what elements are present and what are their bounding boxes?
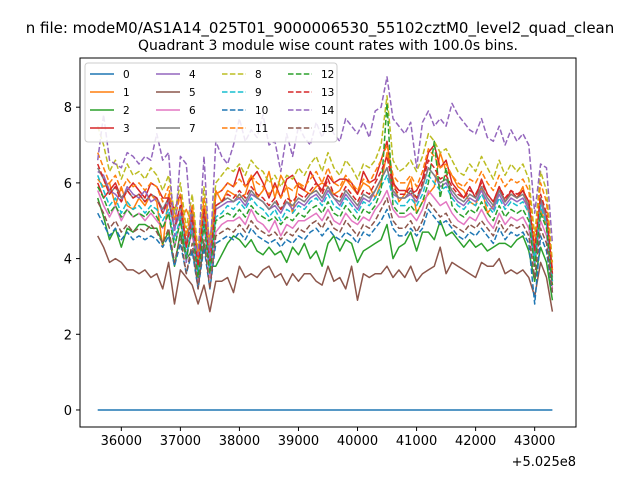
x-tick-label: 37000: [160, 434, 201, 449]
legend-label-4: 4: [189, 69, 196, 81]
legend-label-8: 8: [255, 69, 262, 81]
x-tick-label: 40000: [337, 434, 378, 449]
x-axis: 36000 37000 38000 39000 40000 41000 42000 43000: [101, 427, 555, 449]
plot-frame: [79, 57, 577, 428]
series-line-14: [96, 76, 554, 260]
series-line-7: [97, 167, 554, 278]
x-tick-label: 41000: [396, 434, 437, 449]
series-line-15: [97, 197, 554, 293]
y-tick-label: 2: [64, 328, 72, 343]
series-line-8: [96, 95, 554, 263]
legend-label-10: 10: [255, 105, 268, 117]
legend-label-12: 12: [321, 69, 334, 81]
series-line-9: [97, 174, 554, 282]
x-tick-label: 39000: [278, 434, 319, 449]
chart-title: Quadrant 3 module wise count rates with …: [138, 38, 518, 54]
x-tick-label: 43000: [514, 434, 555, 449]
legend-label-3: 3: [123, 123, 130, 135]
legend-label-6: 6: [189, 105, 196, 117]
legend-label-14: 14: [321, 105, 335, 117]
legend-frame: [84, 62, 338, 143]
legend-label-11: 11: [255, 123, 268, 135]
series-line-10: [97, 208, 554, 305]
legend-label-9: 9: [255, 87, 262, 99]
legend-label-13: 13: [321, 87, 334, 99]
legend-label-15: 15: [321, 123, 334, 135]
y-tick-label: 6: [64, 177, 72, 192]
legend-label-0: 0: [123, 69, 130, 81]
series-line-12: [97, 102, 554, 286]
legend-label-7: 7: [189, 123, 196, 135]
series-layer: [96, 76, 554, 411]
y-axis: 0 2 4 6 8: [64, 101, 80, 419]
legend-label-5: 5: [189, 87, 196, 99]
x-tick-label: 36000: [101, 434, 142, 449]
legend-label-2: 2: [123, 105, 130, 117]
series-line-13: [97, 155, 554, 274]
chart-suptitle: n file: modeM0/AS1A14_025T01_9000006530_…: [26, 19, 615, 38]
y-tick-label: 8: [64, 101, 72, 116]
x-tick-label: 38000: [219, 434, 260, 449]
legend-label-1: 1: [123, 87, 130, 99]
y-tick-label: 0: [64, 404, 72, 419]
y-tick-label: 4: [64, 253, 72, 268]
x-offset-label: +5.025e8: [512, 455, 576, 470]
series-line-5: [97, 235, 554, 313]
x-tick-label: 42000: [455, 434, 496, 449]
